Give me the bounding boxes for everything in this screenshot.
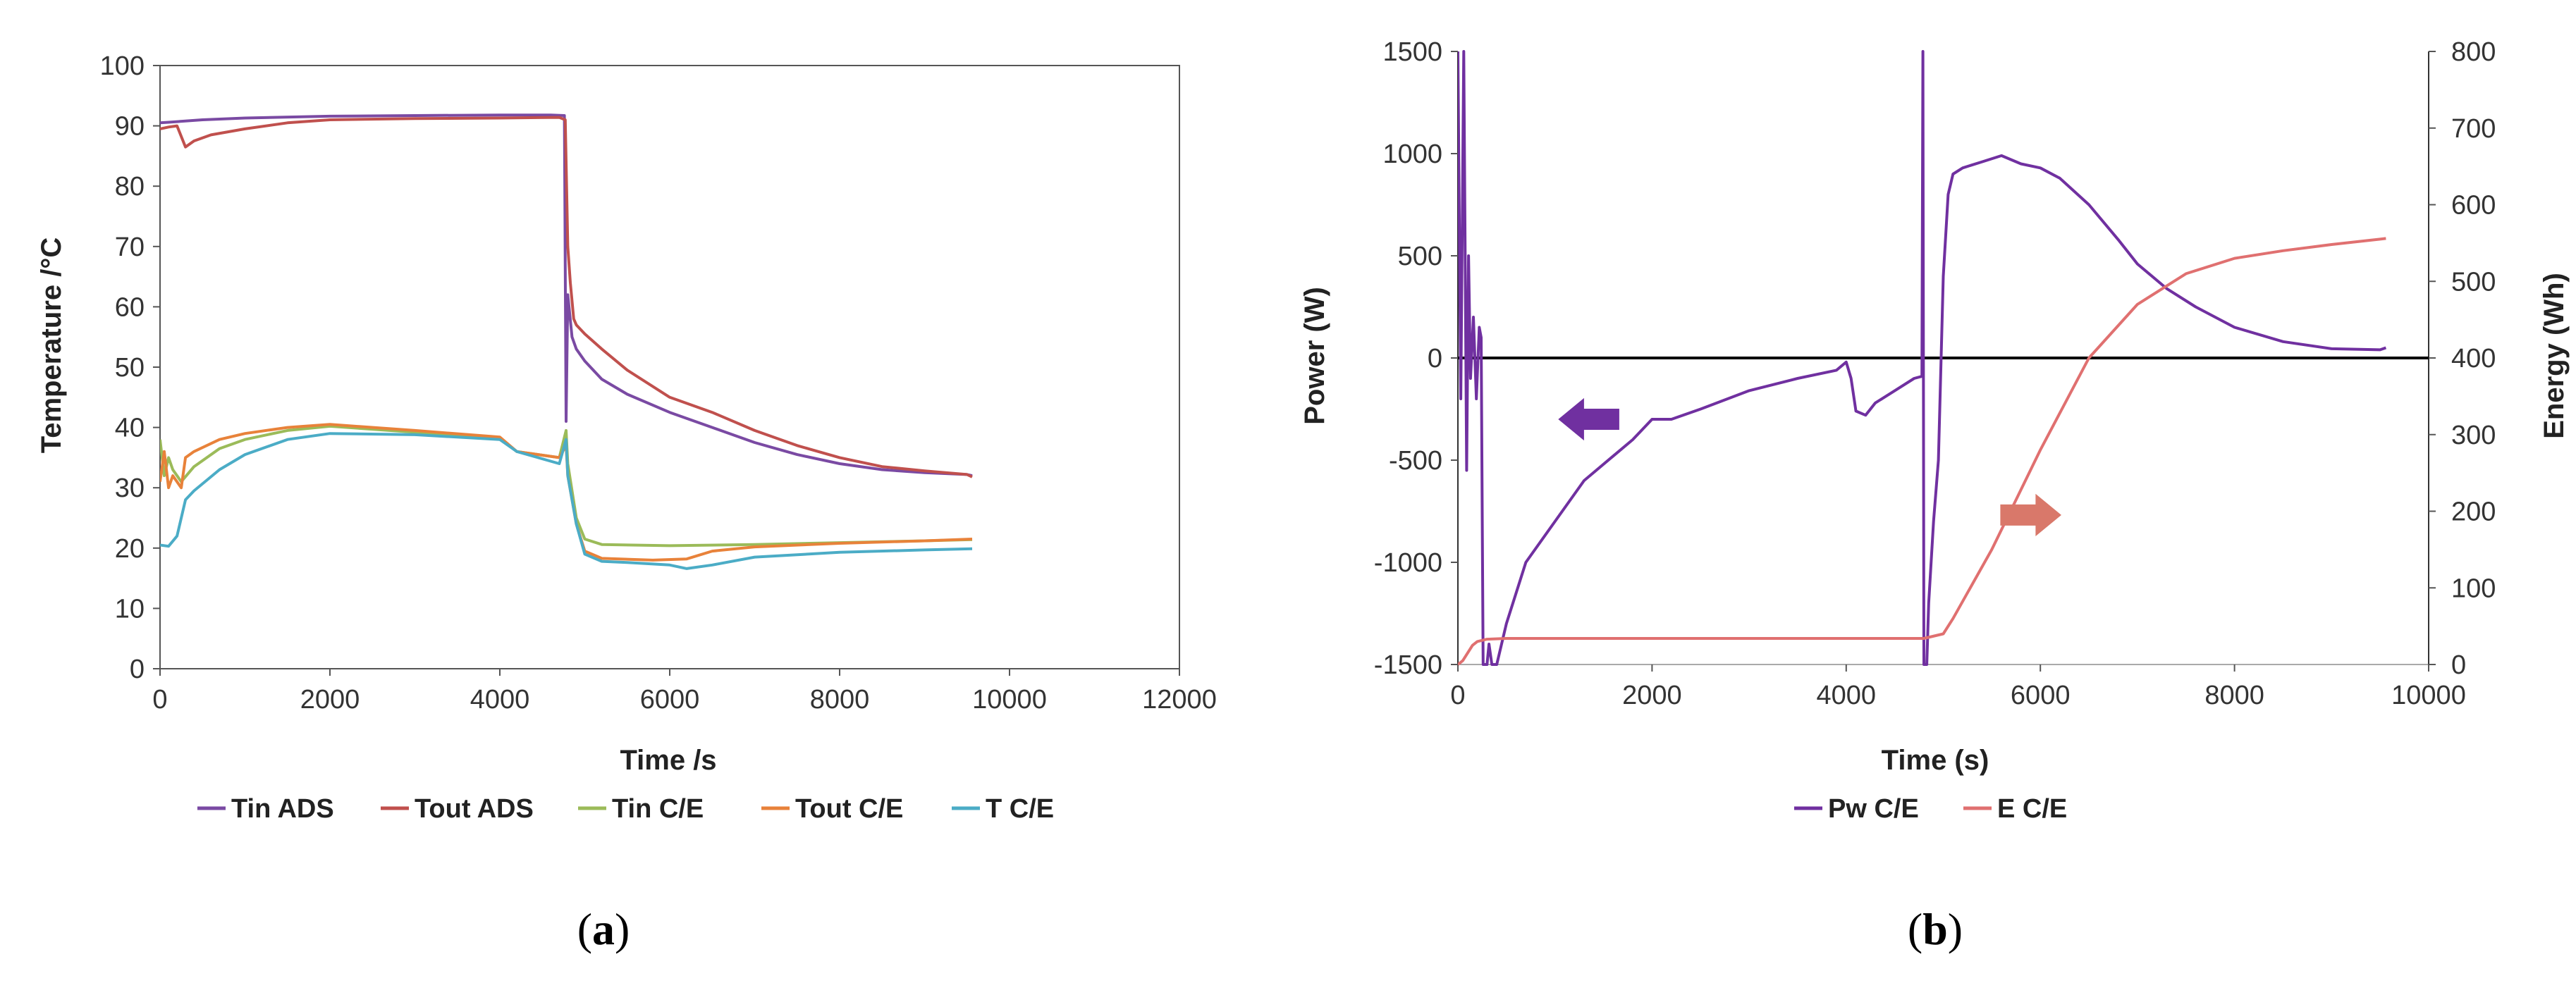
panel-a-legend-label-t-c-e: T C/E	[986, 794, 1054, 824]
panel-a-y-tick-label: 20	[115, 534, 145, 564]
panel-a-legend-label-tin-c-e: Tin C/E	[612, 794, 704, 824]
panel-a-y-tick-label: 0	[130, 655, 145, 684]
panel-b-y2-tick-label: 600	[2451, 191, 2496, 221]
panel-a-y-tick-label: 50	[115, 353, 145, 383]
panel-b-y2-tick-label: 100	[2451, 574, 2496, 603]
panel-b-y-tick-label: 500	[1398, 242, 1442, 271]
panel-b-y-tick-label: 0	[1428, 344, 1442, 373]
panel-b-y2-tick-label: 700	[2451, 114, 2496, 144]
panel-b-arrow-right	[2000, 493, 2061, 537]
panel-a-series-group	[160, 113, 973, 570]
panel-a-chart: 0 2000 4000 6000 8000 10000 12000 0 10 20 30 40 50 60…	[36, 51, 1217, 954]
panel-a-y-tick-label: 10	[115, 594, 145, 624]
panel-a-series-t-c-e-line	[160, 432, 973, 570]
panel-a-caption: (a)	[577, 904, 630, 954]
panel-b-series-group	[1458, 50, 2387, 666]
panel-a-y-tick-label: 90	[115, 112, 145, 142]
panel-a-tick-labels: 0 2000 4000 6000 8000 10000 12000 0 10 20 30 40 50 60…	[100, 51, 1217, 715]
panel-b-arrow-left	[1558, 397, 1619, 441]
panel-a-x-tick-label: 2000	[300, 685, 360, 715]
panel-b-y-tick-label: 1000	[1382, 140, 1442, 169]
panel-b-series-pw-c-e-line	[1458, 50, 2387, 666]
panel-a-legend-label-tout-ads: Tout ADS	[415, 794, 534, 824]
panel-b-y2-tick-label: 400	[2451, 344, 2496, 373]
panel-b-x-tick-label: 8000	[2204, 681, 2264, 710]
panel-b-x-tick-label: 4000	[1817, 681, 1877, 710]
panel-b-y-tick-label: 1500	[1382, 37, 1442, 67]
panel-b-y2-tick-label: 0	[2451, 650, 2466, 680]
panel-a-x-tick-label: 0	[152, 685, 167, 715]
panel-a-legend-label-tin-ads: Tin ADS	[231, 794, 334, 824]
panel-a-plot-area	[153, 65, 1180, 676]
panel-a-y-tick-label: 70	[115, 233, 145, 262]
panel-b-x-tick-label: 2000	[1622, 681, 1682, 710]
panel-b-plot-area	[1451, 51, 2436, 672]
panel-a-x-tick-label: 8000	[810, 685, 870, 715]
panel-b-y-tick-label: -1500	[1374, 650, 1442, 680]
panel-a-y-tick-label: 100	[100, 51, 145, 81]
panel-a-x-tick-label: 10000	[972, 685, 1047, 715]
panel-a-x-axis-label: Time /s	[620, 745, 716, 776]
panel-a-y-tick-label: 80	[115, 172, 145, 202]
panel-b-arrows	[1558, 397, 2061, 537]
panel-a-series-tout-ads-line	[160, 116, 973, 478]
panel-a-plot-border	[159, 65, 1180, 669]
panel-b-tick-labels: 0 2000 4000 6000 8000 10000-1500-1000-5000500…	[1374, 37, 2496, 710]
panel-a-y-tick-label: 30	[115, 474, 145, 503]
panel-b-y2-tick-label: 500	[2451, 267, 2496, 297]
panel-b-x-axis-label: Time (s)	[1882, 745, 1989, 776]
panel-b-y-tick-label: -500	[1389, 446, 1442, 476]
panel-a-legend-label-tout-c-e: Tout C/E	[795, 794, 903, 824]
panel-b-chart: 0 2000 4000 6000 8000 10000-1500-1000-5000500…	[1299, 37, 2570, 954]
panel-b-x-tick-label: 10000	[2391, 681, 2466, 710]
panel-b-y2-axis-label: Energy (Wh)	[2539, 273, 2570, 439]
panel-b-y-tick-label: -1000	[1374, 548, 1442, 578]
panel-b-caption: (b)	[1908, 904, 1963, 954]
panel-b-x-tick-label: 6000	[2011, 681, 2071, 710]
panel-a-y-tick-label: 60	[115, 292, 145, 322]
panel-b-y2-tick-label: 300	[2451, 421, 2496, 450]
panel-a-y-axis-label: Temperature /°C	[36, 237, 67, 453]
panel-a-x-tick-label: 6000	[640, 685, 700, 715]
panel-b-y-axis-label: Power (W)	[1299, 287, 1330, 425]
panel-b-series-e-c-e-line	[1458, 237, 2386, 666]
panel-a-x-tick-label: 4000	[470, 685, 530, 715]
panel-b-legend-label-e-c-e: E C/E	[1997, 794, 2067, 824]
panel-b-x-tick-label: 0	[1450, 681, 1465, 710]
panel-a-series-tin-ads-line	[160, 113, 973, 478]
panel-a-y-tick-label: 40	[115, 414, 145, 443]
panel-a-x-tick-label: 12000	[1142, 685, 1217, 715]
panel-b-legend: Pw C/E E C/E	[1794, 794, 2067, 824]
panel-b-legend-label-pw-c-e: Pw C/E	[1828, 794, 1919, 824]
panel-a-legend: Tin ADS Tout ADS Tin C/E Tout C/E T C/E	[197, 794, 1054, 824]
panel-b-y2-tick-label: 800	[2451, 37, 2496, 67]
panel-b-y2-tick-label: 200	[2451, 497, 2496, 527]
